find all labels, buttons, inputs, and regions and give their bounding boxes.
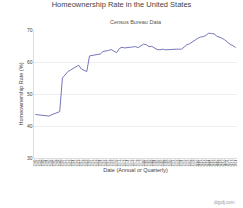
svg-text:60: 60 (27, 59, 33, 65)
svg-text:1985: 1985 (155, 159, 159, 166)
svg-text:1950: 1950 (60, 159, 64, 166)
svg-text:2013: 2013 (231, 159, 235, 166)
svg-text:2014: 2014 (234, 159, 238, 166)
svg-text:1959: 1959 (85, 159, 89, 166)
svg-text:Date (Annual or Quarterly): Date (Annual or Quarterly) (103, 167, 168, 173)
svg-text:1976: 1976 (131, 159, 135, 166)
svg-text:2005: 2005 (209, 159, 213, 166)
svg-text:1964: 1964 (98, 159, 102, 166)
svg-text:1969: 1969 (112, 159, 116, 166)
svg-text:dqydj.com: dqydj.com (214, 200, 235, 205)
svg-text:1987: 1987 (161, 159, 165, 166)
svg-text:1977: 1977 (133, 159, 137, 166)
svg-text:1973: 1973 (123, 159, 127, 166)
svg-text:1941: 1941 (36, 159, 40, 166)
svg-text:1951: 1951 (63, 159, 67, 166)
svg-text:1980: 1980 (142, 159, 146, 166)
svg-text:1983: 1983 (150, 159, 154, 166)
svg-text:1949: 1949 (58, 159, 62, 166)
svg-text:2001: 2001 (198, 159, 202, 166)
svg-text:2011: 2011 (226, 159, 230, 166)
svg-text:1956: 1956 (77, 159, 81, 166)
svg-text:2012: 2012 (228, 159, 232, 166)
svg-text:2006: 2006 (212, 159, 216, 166)
svg-text:1994: 1994 (179, 159, 183, 166)
svg-text:1998: 1998 (190, 159, 194, 166)
svg-text:1947: 1947 (52, 159, 56, 166)
svg-text:1948: 1948 (55, 159, 59, 166)
svg-text:1943: 1943 (41, 159, 45, 166)
svg-text:1995: 1995 (182, 159, 186, 166)
svg-text:1957: 1957 (79, 159, 83, 166)
svg-text:1945: 1945 (47, 159, 51, 166)
svg-text:Homeownership Rate in the Unit: Homeownership Rate in the United States (52, 0, 192, 9)
svg-text:1984: 1984 (152, 159, 156, 166)
svg-text:2007: 2007 (215, 159, 219, 166)
svg-text:1975: 1975 (128, 159, 132, 166)
svg-text:1953: 1953 (69, 159, 73, 166)
svg-text:40: 40 (27, 123, 33, 129)
svg-text:2009: 2009 (220, 159, 224, 166)
svg-text:1982: 1982 (147, 159, 151, 166)
svg-text:1962: 1962 (93, 159, 97, 166)
svg-text:30: 30 (27, 155, 33, 161)
svg-text:1944: 1944 (44, 159, 48, 166)
svg-text:1996: 1996 (185, 159, 189, 166)
svg-text:1974: 1974 (125, 159, 129, 166)
svg-text:1997: 1997 (188, 159, 192, 166)
svg-text:Homeownership Rate (%): Homeownership Rate (%) (18, 62, 24, 125)
svg-text:1952: 1952 (66, 159, 70, 166)
svg-text:2008: 2008 (217, 159, 221, 166)
svg-text:2010: 2010 (223, 159, 227, 166)
svg-text:1955: 1955 (74, 159, 78, 166)
svg-text:Census Bureau Data: Census Bureau Data (110, 19, 162, 25)
svg-text:1965: 1965 (101, 159, 105, 166)
svg-text:1961: 1961 (90, 159, 94, 166)
svg-text:2003: 2003 (204, 159, 208, 166)
svg-text:1958: 1958 (82, 159, 86, 166)
svg-text:1972: 1972 (120, 159, 124, 166)
svg-text:1940: 1940 (33, 159, 37, 166)
svg-text:1990: 1990 (169, 159, 173, 166)
svg-text:1963: 1963 (96, 159, 100, 166)
svg-text:1981: 1981 (144, 159, 148, 166)
svg-text:1988: 1988 (163, 159, 167, 166)
svg-text:1992: 1992 (174, 159, 178, 166)
svg-text:1968: 1968 (109, 159, 113, 166)
svg-text:1966: 1966 (104, 159, 108, 166)
svg-text:1970: 1970 (115, 159, 119, 166)
svg-text:1960: 1960 (87, 159, 91, 166)
svg-text:2002: 2002 (201, 159, 205, 166)
svg-text:1978: 1978 (136, 159, 140, 166)
svg-text:1979: 1979 (139, 159, 143, 166)
svg-text:1993: 1993 (177, 159, 181, 166)
svg-text:70: 70 (27, 27, 33, 33)
svg-text:1971: 1971 (117, 159, 121, 166)
svg-text:1946: 1946 (50, 159, 54, 166)
svg-text:1986: 1986 (158, 159, 162, 166)
svg-text:1989: 1989 (166, 159, 170, 166)
svg-text:1942: 1942 (39, 159, 43, 166)
svg-text:2004: 2004 (207, 159, 211, 166)
svg-text:2000: 2000 (196, 159, 200, 166)
svg-text:1967: 1967 (106, 159, 110, 166)
svg-text:1954: 1954 (71, 159, 75, 166)
svg-text:50: 50 (27, 91, 33, 97)
svg-text:1999: 1999 (193, 159, 197, 166)
svg-text:1991: 1991 (171, 159, 175, 166)
